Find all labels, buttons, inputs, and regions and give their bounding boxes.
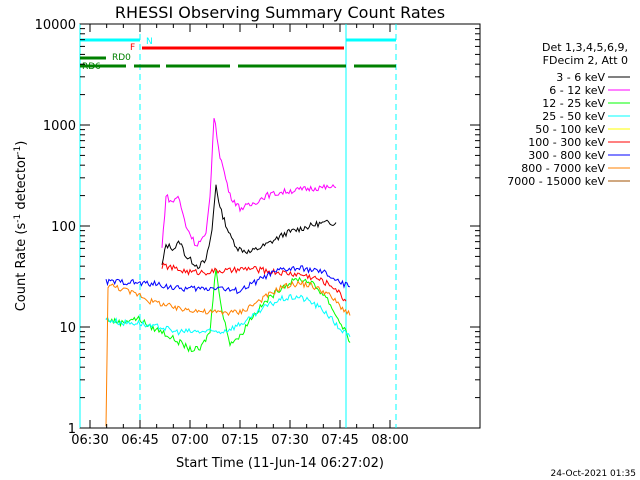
- y-tick-label: 1: [68, 422, 76, 437]
- legend-label: 12 - 25 keV: [542, 97, 605, 110]
- status-label-rd6: RD6: [82, 62, 101, 72]
- legend-label: 6 - 12 keV: [549, 84, 605, 97]
- legend-label: 100 - 300 keV: [528, 136, 605, 149]
- x-tick-label: 08:00: [371, 433, 408, 448]
- series-line: [161, 117, 337, 248]
- status-label-n: N: [146, 37, 153, 47]
- series-line: [105, 294, 351, 338]
- series-lines: [105, 117, 351, 427]
- axes: 06:30 06:45 07:00 07:15 07:30 07:45 08:00 1 10 10…: [35, 18, 480, 448]
- x-tick-label: 07:30: [271, 433, 308, 448]
- legend-label: 800 - 7000 keV: [521, 162, 605, 175]
- legend-label: 50 - 100 keV: [535, 123, 605, 136]
- x-tick-label: 07:15: [221, 433, 258, 448]
- y-tick-label: 100: [51, 220, 76, 235]
- legend: Det 1,3,4,5,6,9,FDecim 2, Att 0 3 - 6 keV…: [507, 41, 630, 188]
- y-tick-label: 10: [59, 321, 76, 336]
- legend-label: 25 - 50 keV: [542, 110, 605, 123]
- y-tick-label: 1000: [43, 119, 76, 134]
- legend-label: 3 - 6 keV: [556, 71, 605, 84]
- series-line: [161, 262, 347, 302]
- chart-title: RHESSI Observing Summary Count Rates: [115, 3, 445, 22]
- series-line: [105, 265, 351, 295]
- series-line: [105, 268, 351, 353]
- vertical-lines: [79, 24, 397, 428]
- x-tick-label: 06:30: [71, 433, 108, 448]
- legend-header: Det 1,3,4,5,6,9,: [542, 41, 628, 54]
- legend-label: 7000 - 15000 keV: [507, 175, 605, 188]
- series-line: [105, 279, 351, 427]
- y-tick-label: 10000: [35, 18, 76, 33]
- series-line: [161, 184, 337, 270]
- footer-timestamp: 24-Oct-2021 01:35: [551, 469, 636, 479]
- y-axis-label: Count Rate (s-1 detector-1): [13, 141, 29, 312]
- x-tick-label: 07:00: [171, 433, 208, 448]
- x-tick-label: 06:45: [121, 433, 158, 448]
- legend-label: 300 - 800 keV: [528, 149, 605, 162]
- status-label-rd0: RD0: [112, 53, 131, 63]
- x-axis-label: Start Time (11-Jun-14 06:27:02): [176, 456, 384, 471]
- x-tick-label: 07:45: [321, 433, 358, 448]
- status-label-f: F: [130, 43, 135, 53]
- legend-header: FDecim 2, Att 0: [543, 54, 628, 67]
